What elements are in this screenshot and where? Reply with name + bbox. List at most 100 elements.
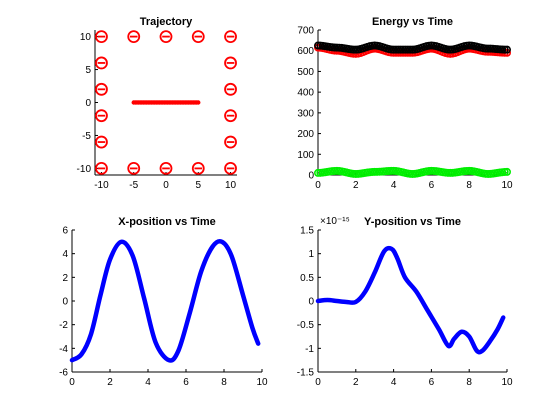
ypos-ytick-label: 0.5 bbox=[300, 273, 314, 284]
charge-marker bbox=[159, 162, 173, 175]
charge-marker bbox=[224, 56, 237, 70]
energy-title: Energy vs Time bbox=[372, 16, 453, 28]
energy-ytick-label: 700 bbox=[297, 26, 314, 37]
ypos-xtick-label: 2 bbox=[353, 377, 359, 388]
xpos-title: X-position vs Time bbox=[118, 216, 216, 228]
xpos-panel: 0 2 4 6 8 10 -6 -4 -2 0 2 4 6 X-position vs Time bbox=[59, 216, 268, 388]
trajectory-xtick-label: -5 bbox=[129, 180, 138, 191]
charge-ring bbox=[224, 162, 237, 175]
xpos-ytick-label: -4 bbox=[59, 344, 68, 355]
ypos-xtick-label: 0 bbox=[315, 377, 321, 388]
energy-xtick-label: 2 bbox=[353, 180, 359, 191]
trajectory-point bbox=[196, 100, 201, 105]
energy-series-2 bbox=[313, 166, 511, 178]
charge-ring bbox=[95, 109, 108, 123]
xpos-ytick-label: 6 bbox=[62, 226, 68, 237]
ypos-xtick-label: 10 bbox=[501, 377, 513, 388]
charge-marker bbox=[224, 135, 237, 149]
ypos-series-line bbox=[315, 245, 506, 355]
ypos-xtick-label: 8 bbox=[466, 377, 472, 388]
energy-ytick-label: 100 bbox=[297, 150, 314, 161]
charge-ring bbox=[95, 162, 108, 175]
energy-xtick-label: 4 bbox=[391, 180, 397, 191]
ypos-ytick-label: 1 bbox=[308, 249, 314, 260]
xpos-xtick-label: 8 bbox=[221, 377, 227, 388]
charge-marker bbox=[191, 30, 205, 43]
ypos-scale-label: ×10⁻¹⁵ bbox=[320, 216, 350, 227]
charge-ring bbox=[191, 162, 205, 175]
charge-ring bbox=[224, 30, 237, 43]
charge-ring bbox=[95, 56, 108, 70]
xpos-xtick-label: 2 bbox=[107, 377, 113, 388]
ypos-xtick-label: 6 bbox=[429, 377, 435, 388]
charge-ring bbox=[95, 30, 108, 43]
xpos-series-line bbox=[69, 238, 261, 363]
xpos-ytick-label: 2 bbox=[62, 273, 68, 284]
trajectory-xtick-label: 5 bbox=[195, 180, 201, 191]
charge-marker bbox=[159, 30, 173, 43]
charge-ring bbox=[224, 135, 237, 149]
trajectory-ytick-label: 10 bbox=[80, 32, 92, 43]
energy-xtick-label: 6 bbox=[429, 180, 435, 191]
xpos-xtick-label: 10 bbox=[256, 377, 268, 388]
xpos-ytick-label: 4 bbox=[62, 249, 68, 260]
xpos-xtick-label: 4 bbox=[145, 377, 151, 388]
ypos-ytick-label: -1.5 bbox=[297, 368, 315, 379]
charge-ring bbox=[191, 30, 205, 43]
charge-marker bbox=[224, 82, 237, 96]
trajectory-ytick-label: -5 bbox=[82, 131, 91, 142]
charge-marker bbox=[95, 135, 108, 149]
charge-ring bbox=[224, 109, 237, 123]
charge-marker bbox=[191, 162, 205, 175]
trajectory-xtick-label: -10 bbox=[94, 180, 109, 191]
ypos-ytick-label: -0.5 bbox=[297, 320, 315, 331]
xpos-ytick-label: -2 bbox=[59, 320, 68, 331]
xpos-xtick-label: 6 bbox=[183, 377, 189, 388]
charge-marker bbox=[95, 56, 108, 70]
charge-ring bbox=[95, 135, 108, 149]
xpos-ytick-label: -6 bbox=[59, 368, 68, 379]
charge-marker bbox=[127, 162, 141, 175]
charge-marker bbox=[224, 109, 237, 123]
charge-ring bbox=[224, 56, 237, 70]
energy-series-1 bbox=[313, 41, 511, 54]
trajectory-xtick-label: 10 bbox=[225, 180, 237, 191]
energy-ytick-label: 300 bbox=[297, 108, 314, 119]
trajectory-panel: -10 -5 0 5 10 -10 -5 0 5 10 Trajectory bbox=[77, 16, 237, 191]
charge-marker bbox=[224, 30, 237, 43]
charge-ring bbox=[127, 30, 141, 43]
charge-ring bbox=[224, 82, 237, 96]
energy-xtick-label: 8 bbox=[466, 180, 472, 191]
ypos-ytick-label: 1.5 bbox=[300, 226, 314, 237]
ypos-ytick-label: -1 bbox=[305, 344, 314, 355]
trajectory-ytick-label: -10 bbox=[77, 164, 92, 175]
energy-ytick-label: 400 bbox=[297, 88, 314, 99]
trajectory-xtick-label: 0 bbox=[163, 180, 169, 191]
charge-marker bbox=[224, 162, 237, 175]
charge-marker bbox=[95, 109, 108, 123]
energy-ytick-label: 500 bbox=[297, 67, 314, 78]
trajectory-title: Trajectory bbox=[140, 16, 193, 28]
energy-point bbox=[502, 45, 511, 54]
charge-ring bbox=[159, 162, 173, 175]
charge-marker bbox=[127, 30, 141, 43]
ypos-ytick-label: 0 bbox=[308, 297, 314, 308]
ypos-title: Y-position vs Time bbox=[364, 216, 461, 228]
energy-xtick-label: 10 bbox=[501, 180, 513, 191]
energy-point bbox=[502, 167, 511, 176]
energy-ytick-label: 600 bbox=[297, 46, 314, 57]
charge-ring bbox=[127, 162, 141, 175]
charge-ring bbox=[159, 30, 173, 43]
charge-ring bbox=[95, 82, 108, 96]
xpos-xtick-label: 0 bbox=[69, 377, 75, 388]
trajectory-ytick-label: 0 bbox=[85, 98, 91, 109]
charge-marker bbox=[95, 30, 108, 43]
xpos-ytick-label: 0 bbox=[62, 297, 68, 308]
charge-marker bbox=[95, 162, 108, 175]
energy-xtick-label: 0 bbox=[315, 180, 321, 191]
ypos-xtick-label: 4 bbox=[391, 377, 397, 388]
energy-ytick-label: 200 bbox=[297, 129, 314, 140]
energy-ytick-label: 0 bbox=[308, 171, 314, 182]
